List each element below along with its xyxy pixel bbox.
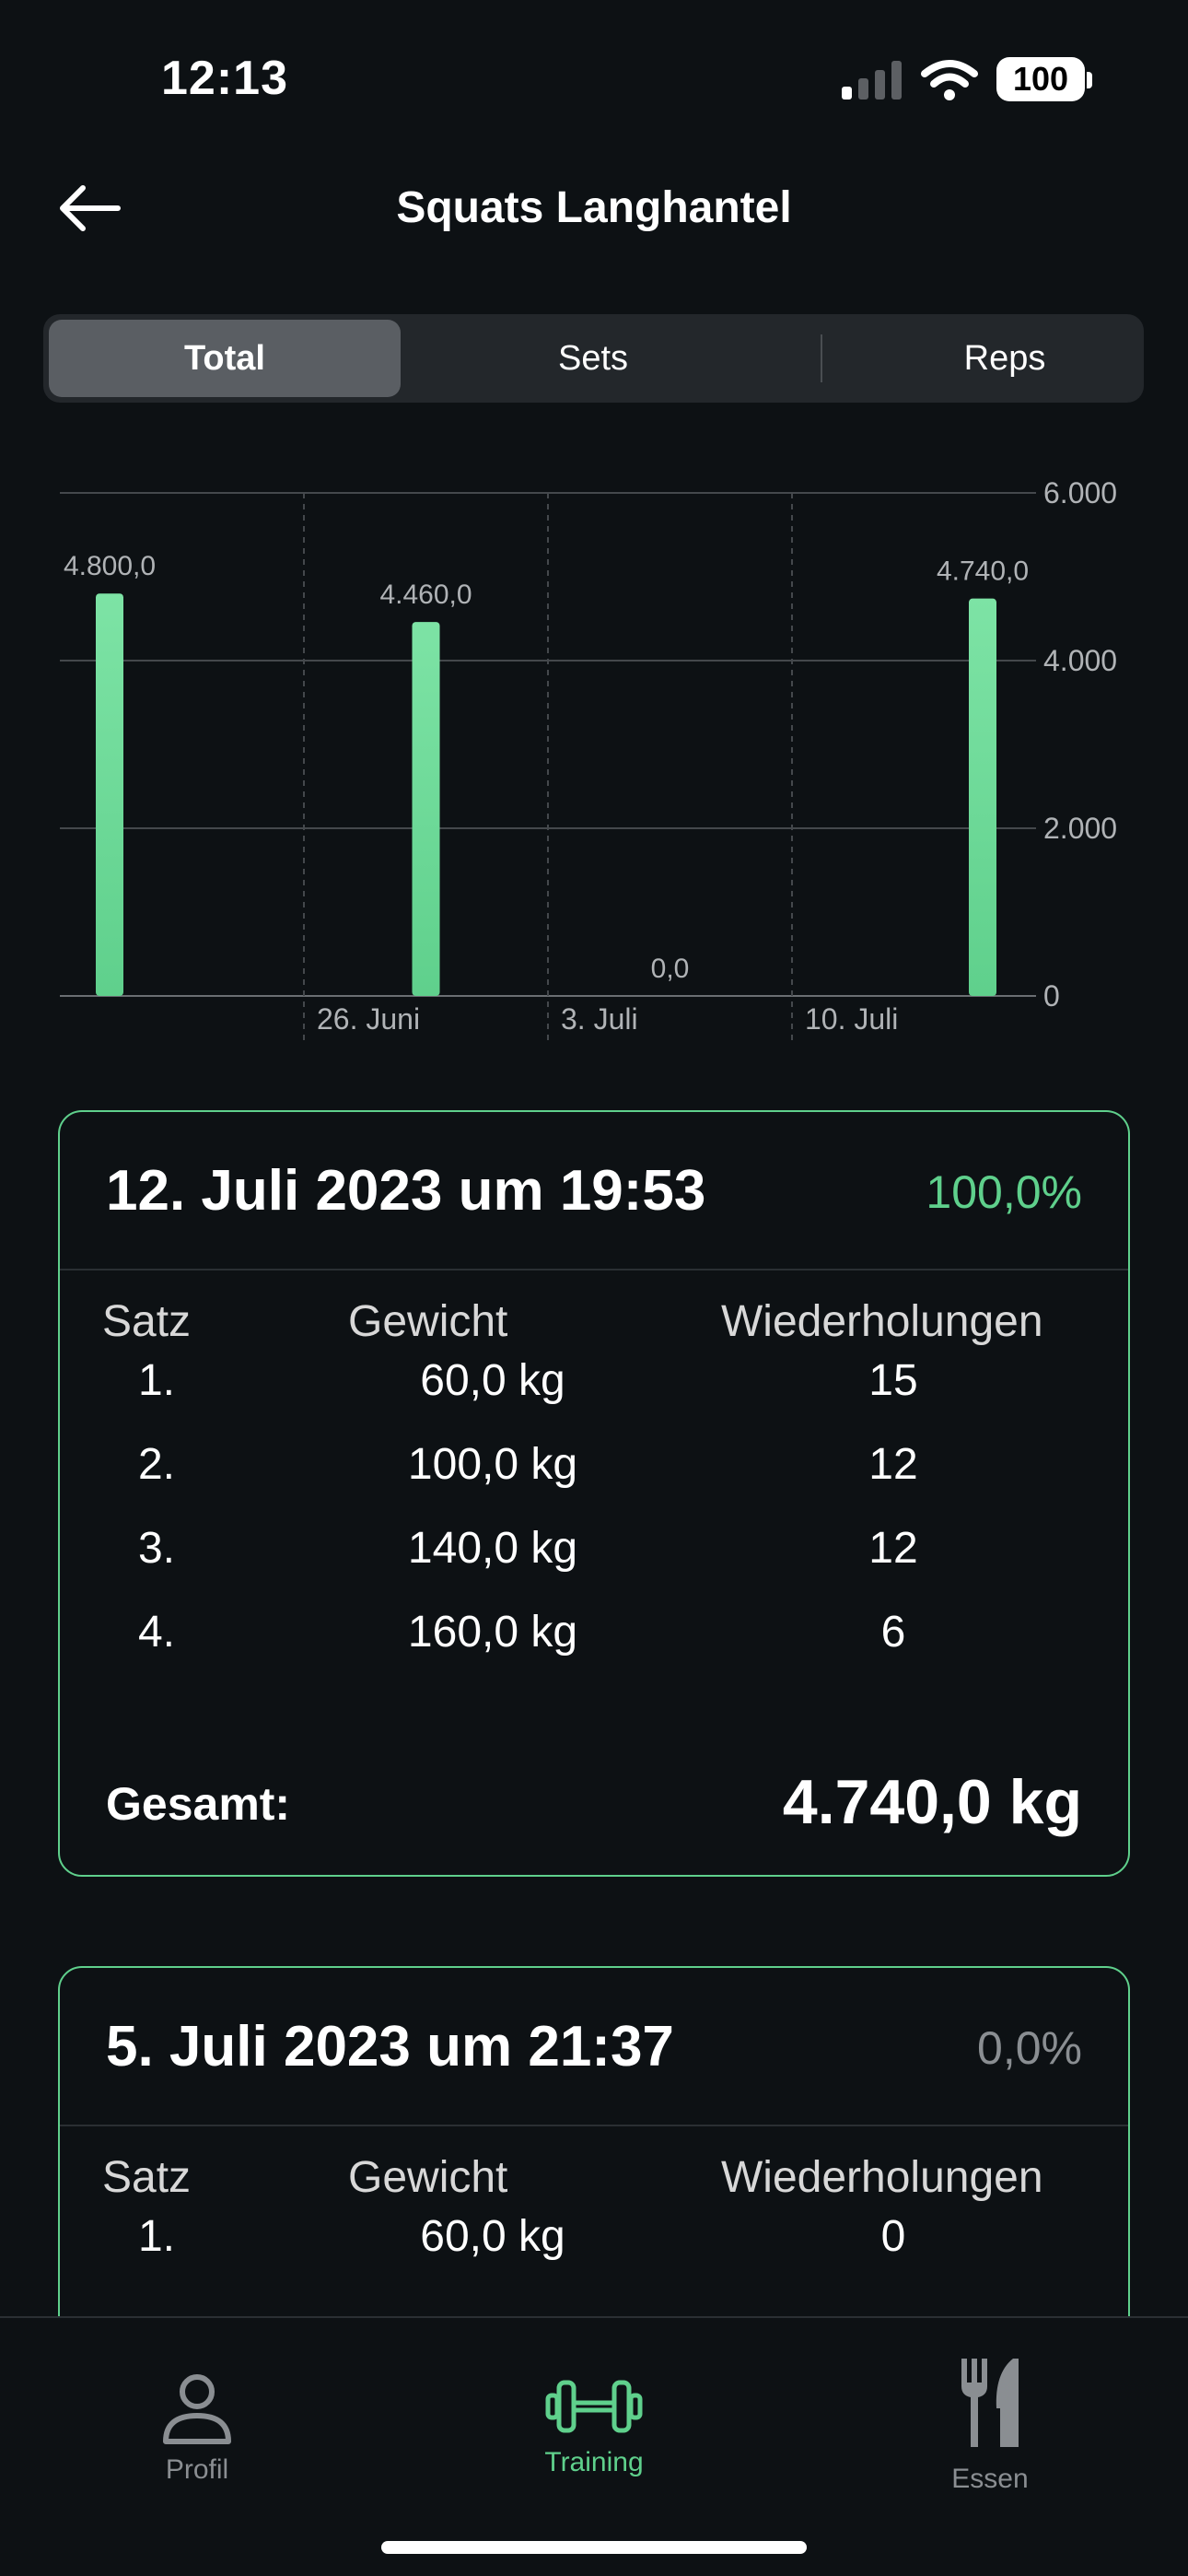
bar-value-label: 4.740,0 [937,556,1029,587]
segment-sets[interactable]: Sets [557,338,629,378]
battery-tip [1087,72,1092,88]
set-number: 3. [137,1524,176,1573]
tab-bar: Profil Training Essen [0,2316,1188,2576]
x-tick-label: 3. Juli [561,1002,638,1036]
set-weight: 160,0 kg [407,1608,578,1657]
bar-value-label: 4.460,0 [379,580,472,610]
set-reps: 6 [880,1608,906,1657]
column-headers: Satz Gewicht Wiederholungen [60,1270,1128,1355]
tab-label: Essen [951,2464,1029,2494]
set-row: 2. 100,0 kg 12 [60,1439,1128,1523]
dumbbell-icon [545,2380,643,2433]
set-row: 1. 60,0 kg 0 [60,2211,1128,2295]
segment-reps[interactable]: Reps [963,338,1046,378]
column-wiederholungen: Wiederholungen [721,1297,1043,1346]
set-weight: 60,0 kg [420,1356,565,1405]
total-label: Gesamt: [106,1778,291,1830]
y-tick-label: 6.000 [1043,476,1117,509]
card-date: 5. Juli 2023 um 21:37 [106,2015,674,2078]
y-tick-label: 2.000 [1043,812,1117,845]
set-reps: 15 [868,1356,918,1405]
set-weight: 60,0 kg [420,2212,565,2261]
tab-label: Training [544,2447,644,2477]
column-wiederholungen: Wiederholungen [721,2153,1043,2202]
x-tick-label: 26. Juni [317,1002,420,1036]
bar [969,598,996,996]
set-reps: 12 [868,1524,918,1573]
fork-knife-icon [961,2359,1019,2447]
column-gewicht: Gewicht [348,1297,508,1346]
set-row: 4. 160,0 kg 6 [60,1607,1128,1691]
card-percent: 0,0% [977,2022,1082,2074]
set-weight: 100,0 kg [407,1440,578,1489]
volume-chart-svg: 0 2.000 4.000 6.000 26. Juni 3. Juli 10. Juli 4… [60,476,1117,1042]
set-number: 2. [137,1440,176,1489]
y-tick-label: 4.000 [1043,644,1117,677]
tab-label: Profil [165,2454,229,2485]
bar-value-label: 4.800,0 [64,551,156,581]
segmented-control: Total Sets Reps [43,314,1144,403]
bar-value-label: 0,0 [651,954,690,984]
segment-total[interactable]: Total [49,320,401,397]
arrow-left-icon [60,185,121,231]
page-title: Squats Langhantel [396,183,792,232]
wifi-icon [921,60,978,100]
total-value: 4.740,0 kg [782,1767,1082,1837]
card-header: 5. Juli 2023 um 21:37 0,0% [60,1968,1128,2126]
status-time: 12:13 [161,52,288,105]
person-icon [163,2374,231,2444]
cellular-signal-icon [842,61,902,100]
volume-chart: 0 2.000 4.000 6.000 26. Juni 3. Juli 10. Juli 4… [0,461,1188,1069]
home-indicator [381,2541,807,2554]
card-percent: 100,0% [926,1166,1082,1218]
card-total: Gesamt: 4.740,0 kg [60,1737,1128,1875]
y-tick-label: 0 [1043,979,1060,1013]
set-row: 3. 140,0 kg 12 [60,1523,1128,1607]
tab-essen[interactable]: Essen [889,2355,1091,2494]
back-button[interactable] [55,181,122,236]
status-bar: 12:13 100 [0,0,1188,157]
column-gewicht: Gewicht [348,2153,508,2202]
battery-indicator: 100 [996,57,1085,101]
column-headers: Satz Gewicht Wiederholungen [60,2126,1128,2211]
column-satz: Satz [102,1297,192,1346]
card-header: 12. Juli 2023 um 19:53 100,0% [60,1112,1128,1270]
set-number: 4. [137,1608,176,1657]
segment-divider [821,334,822,382]
workout-card[interactable]: 12. Juli 2023 um 19:53 100,0% Satz Gewic… [58,1110,1130,1877]
set-row: 1. 60,0 kg 15 [60,1355,1128,1439]
bar [412,622,440,996]
bar [96,593,123,996]
set-reps: 0 [880,2212,906,2261]
tab-training[interactable]: Training [493,2355,695,2493]
tab-profil[interactable]: Profil [96,2355,298,2493]
set-reps: 12 [868,1440,918,1489]
column-satz: Satz [102,2153,192,2202]
set-weight: 140,0 kg [407,1524,578,1573]
card-date: 12. Juli 2023 um 19:53 [106,1159,706,1223]
set-number: 1. [137,1356,176,1405]
x-tick-label: 10. Juli [805,1002,898,1036]
set-number: 1. [137,2212,176,2261]
